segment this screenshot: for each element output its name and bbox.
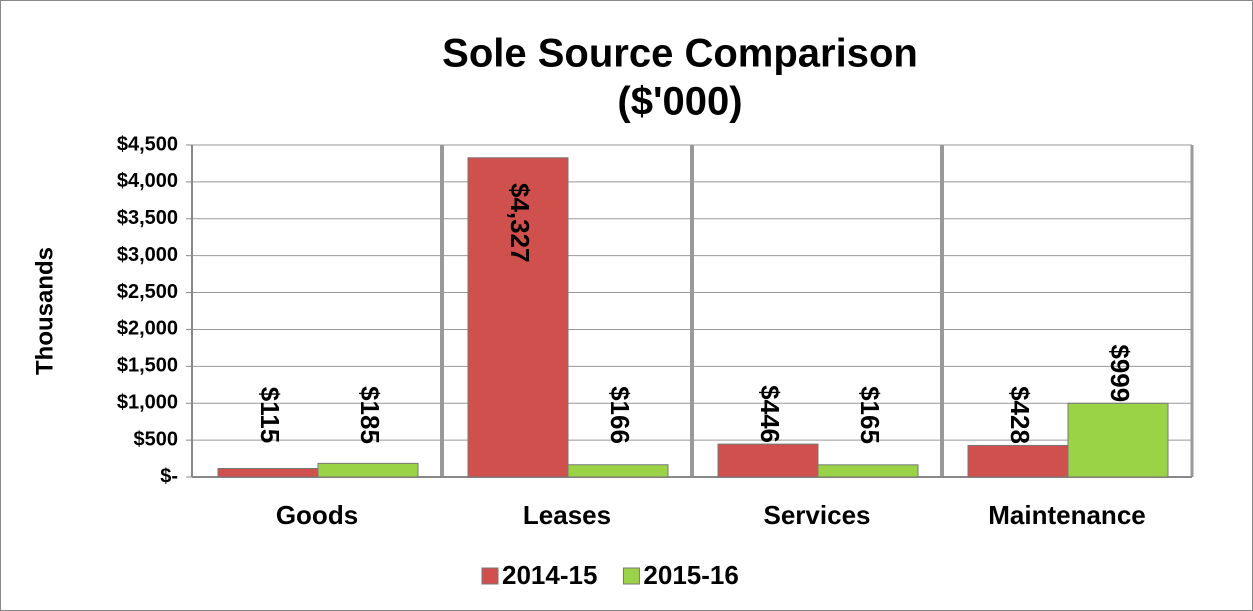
value-label: $4,327 xyxy=(505,183,535,263)
y-tick-label: $2,000 xyxy=(117,318,178,340)
y-tick-label: $3,500 xyxy=(117,207,178,229)
y-tick-label: $2,500 xyxy=(117,281,178,303)
legend-swatch xyxy=(622,567,640,585)
legend-label: 2014-15 xyxy=(502,560,597,590)
y-tick-label: $1,500 xyxy=(117,355,178,377)
x-tick-label: Leases xyxy=(523,500,611,530)
bar xyxy=(717,443,819,478)
value-label: $428 xyxy=(1005,386,1035,444)
x-tick-label: Services xyxy=(764,500,871,530)
value-label: $446 xyxy=(755,385,785,443)
chart-subtitle: ($'000) xyxy=(617,80,742,124)
bar xyxy=(567,464,669,478)
y-axis-label: Thousands xyxy=(31,247,58,375)
value-label: $185 xyxy=(355,386,385,444)
bar xyxy=(317,462,419,478)
bar xyxy=(1067,402,1169,478)
y-tick-label: $- xyxy=(160,465,178,487)
bar xyxy=(217,468,319,478)
y-tick-label: $500 xyxy=(134,428,179,450)
legend-label: 2015-16 xyxy=(643,560,738,590)
y-tick-label: $3,000 xyxy=(117,244,178,266)
value-label: $166 xyxy=(605,386,635,444)
value-label: $165 xyxy=(855,386,885,444)
value-label: $115 xyxy=(255,387,285,443)
bar xyxy=(467,157,569,478)
value-label: $999 xyxy=(1105,344,1135,402)
y-tick-label: $4,000 xyxy=(117,170,178,192)
legend-swatch xyxy=(481,567,499,585)
y-tick-label: $4,500 xyxy=(117,133,178,155)
chart-title: Sole Source Comparison xyxy=(442,32,918,76)
x-tick-label: Maintenance xyxy=(988,500,1146,530)
bar xyxy=(817,464,919,478)
x-tick-label: Goods xyxy=(276,500,358,530)
y-tick-label: $1,000 xyxy=(117,392,178,414)
bar xyxy=(967,444,1069,478)
